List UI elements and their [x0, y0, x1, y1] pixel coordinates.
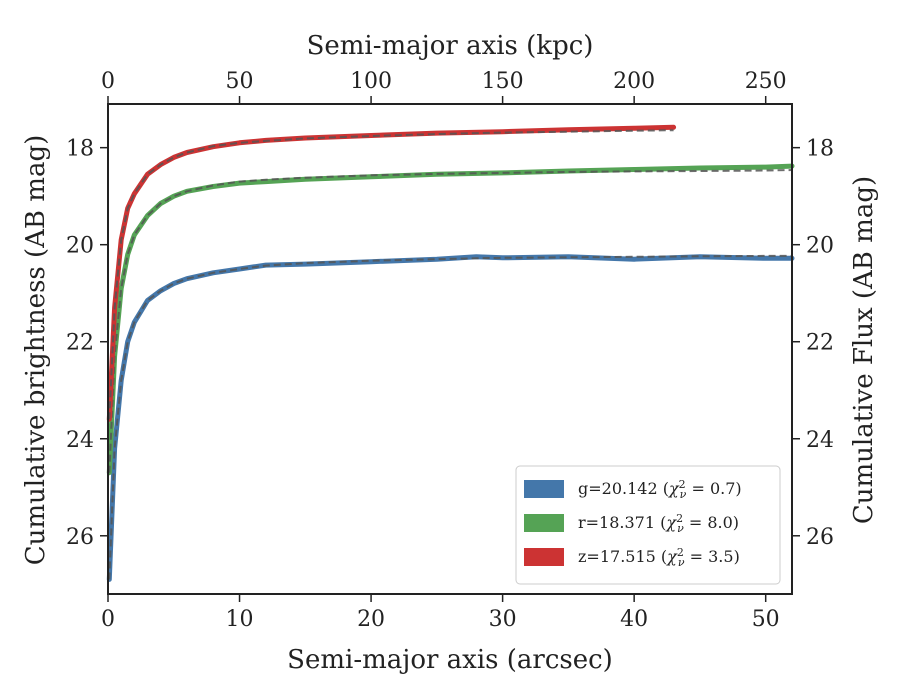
y2-tick-label-4: 26 — [806, 525, 834, 550]
x-tick-label-3: 30 — [489, 607, 517, 632]
x2-tick-label-3: 150 — [482, 69, 524, 94]
x2-tick-label-5: 250 — [745, 69, 787, 94]
y-tick-label-2: 22 — [66, 331, 94, 356]
legend-box — [515, 465, 781, 585]
x2-tick-label-4: 200 — [613, 69, 655, 94]
series-fit-line-1 — [108, 169, 793, 473]
legend-label-1: r=18.371 (χ2 ν = 8.0) — [578, 512, 739, 535]
series-fit-line-2 — [108, 129, 674, 420]
right-y-axis-label: Cumulative Flux (AB mag) — [849, 176, 879, 524]
y2-tick-label-1: 20 — [806, 234, 834, 259]
legend-swatch-0 — [524, 480, 564, 498]
x2-tick-label-1: 50 — [226, 69, 254, 94]
y-axis-label: Cumulative brightness (AB mag) — [21, 135, 51, 566]
legend-label-0: g=20.142 (χ2 ν = 0.7) — [578, 478, 742, 501]
x-tick-label-4: 40 — [620, 607, 648, 632]
y2-tick-label-0: 18 — [806, 137, 834, 162]
x2-tick-label-2: 100 — [350, 69, 392, 94]
legend-swatch-2 — [524, 548, 564, 566]
y-tick-label-1: 20 — [66, 234, 94, 259]
x-axis-label: Semi-major axis (arcsec) — [287, 645, 613, 675]
y2-tick-label-2: 22 — [806, 331, 834, 356]
top-x-axis-label: Semi-major axis (kpc) — [307, 31, 594, 61]
x-tick-label-1: 10 — [226, 607, 254, 632]
series-line-1 — [106, 163, 795, 476]
legend-label-2: z=17.515 (χ2 ν = 3.5) — [578, 546, 740, 569]
ticks-layer: 0 10 20 30 40 50 0 50 100 150 200 250 18 18 20 20 22 22 24… — [66, 69, 834, 632]
y-tick-label-3: 24 — [66, 428, 94, 453]
plot-frame — [107, 103, 793, 595]
series-fit-line-0 — [108, 254, 792, 580]
y2-tick-label-3: 24 — [806, 428, 834, 453]
legend-swatch-1 — [524, 514, 564, 532]
series-layer — [106, 124, 795, 582]
x-tick-label-5: 50 — [752, 607, 780, 632]
y-tick-label-0: 18 — [66, 137, 94, 162]
x-tick-label-2: 20 — [357, 607, 385, 632]
legend-items: g=20.142 (χ2 ν = 0.7) r=18.371 (χ2 ν = 8.0)… — [524, 478, 742, 569]
x2-tick-label-0: 0 — [101, 69, 115, 94]
x-tick-label-0: 0 — [101, 607, 115, 632]
y-tick-label-4: 26 — [66, 525, 94, 550]
legend: g=20.142 (χ2 ν = 0.7) r=18.371 (χ2 ν = 8.0)… — [515, 465, 781, 585]
